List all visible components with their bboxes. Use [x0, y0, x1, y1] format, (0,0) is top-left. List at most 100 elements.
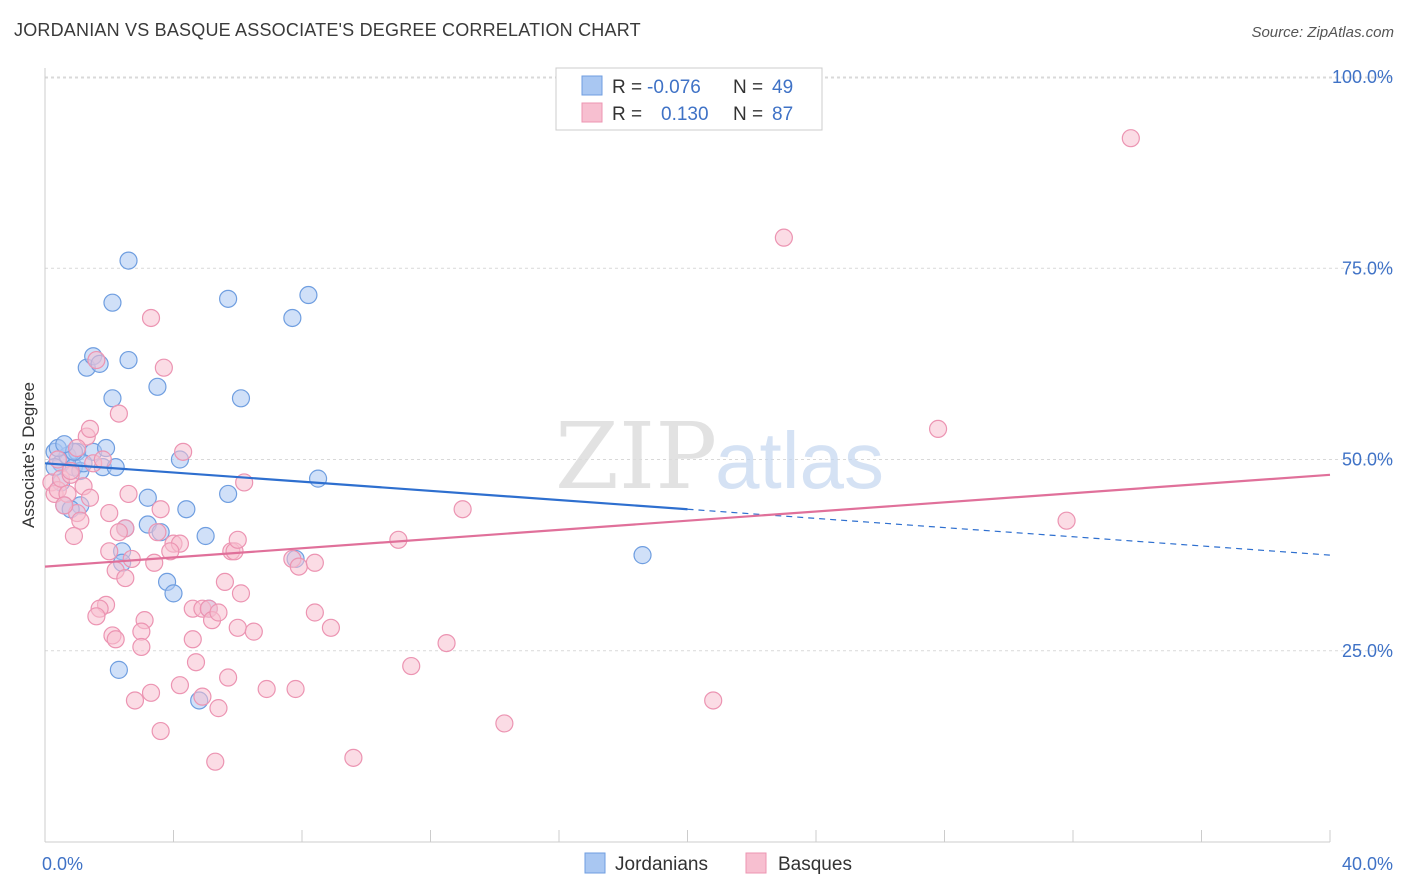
basque-point-61: [289, 557, 308, 576]
jordanian-point-18: [231, 389, 251, 408]
basque-point-46: [228, 530, 247, 549]
x-tick-label-0: 0.0%: [42, 854, 83, 874]
basque-point-14: [141, 308, 161, 328]
source-label: Source: ZipAtlas.com: [1251, 24, 1394, 41]
basque-point-48: [244, 622, 263, 641]
basque-point-69: [453, 500, 472, 519]
basque-point-85: [61, 461, 80, 481]
basque-point-54: [170, 676, 190, 695]
basque-point-19: [100, 503, 119, 523]
y-tick-label-0: 25.0%: [1342, 641, 1393, 661]
y-tick-label-2: 75.0%: [1342, 258, 1393, 278]
basque-point-78: [68, 438, 87, 458]
basque-point-86: [93, 450, 112, 469]
basque-point-42: [215, 572, 234, 592]
trend-line-basques: [44, 473, 1331, 568]
jordanian-point-36: [633, 546, 652, 565]
watermark-atlas: atlas: [715, 416, 884, 505]
jordanian-point-22: [308, 469, 328, 488]
basque-point-83: [80, 488, 100, 507]
legend-n-value-jordanians: 49: [772, 77, 793, 98]
basque-point-81: [209, 603, 228, 622]
jordanian-point-16: [148, 377, 167, 396]
basque-point-53: [209, 699, 228, 718]
watermark: ZIP atlas: [555, 403, 884, 510]
basque-point-18: [119, 484, 138, 504]
basque-point-32: [132, 637, 151, 657]
basque-point-58: [206, 752, 225, 771]
legend-r-value-jordanians: -0.076: [647, 77, 701, 98]
basque-point-34: [145, 553, 164, 572]
basque-point-27: [87, 607, 106, 626]
legend-n-label-jordanians: N =: [733, 77, 768, 98]
jordanian-point-33: [164, 584, 183, 603]
bottom-swatch-jordanians: [584, 852, 606, 874]
axes: [44, 68, 1331, 843]
legend-r-label-jordanians: R =: [612, 77, 647, 98]
basque-point-13: [109, 404, 128, 423]
bottom-legend-basques: Basques: [778, 854, 852, 875]
basque-point-51: [219, 668, 238, 687]
basque-point-59: [257, 679, 276, 699]
trend-line-jordanians: [44, 462, 688, 511]
basque-point-35: [151, 500, 170, 519]
basque-point-22: [100, 542, 119, 561]
basque-point-8: [64, 526, 84, 546]
basque-point-10: [80, 419, 100, 438]
basque-point-33: [148, 523, 167, 542]
basque-point-71: [704, 691, 723, 710]
basque-point-49: [183, 630, 202, 649]
x-tick-label-1: 40.0%: [1342, 854, 1393, 874]
basque-point-56: [125, 691, 145, 710]
basque-point-16: [174, 442, 193, 461]
basque-point-75: [1121, 129, 1140, 148]
basque-point-21: [109, 523, 128, 542]
jordanian-point-19: [283, 308, 302, 328]
basque-point-70: [495, 714, 514, 733]
basque-point-67: [402, 656, 421, 676]
jordanian-point-13: [119, 350, 138, 370]
basque-point-7: [71, 511, 90, 530]
trend-line-extension-jordanians: [687, 508, 1331, 556]
basque-point-12: [87, 350, 106, 370]
tick-labels: 25.0% 50.0% 75.0% 100.0% 0.0% 40.0%: [42, 67, 1393, 874]
basque-point-80: [161, 542, 180, 561]
y-axis-label: Associate's Degree: [19, 382, 38, 528]
basque-point-77: [55, 496, 74, 515]
legend-swatch-jordanians: [581, 75, 603, 96]
basque-point-57: [151, 721, 170, 741]
basque-point-63: [305, 603, 324, 622]
legend-r-value-basques: 0.130: [661, 104, 709, 125]
basque-point-15: [154, 358, 173, 377]
basques-points: [42, 129, 1140, 771]
jordanian-point-23: [138, 488, 157, 507]
series-legend: Jordanians Basques: [584, 852, 852, 875]
basque-point-68: [437, 633, 456, 653]
basque-point-52: [193, 687, 212, 706]
basque-point-73: [928, 419, 948, 438]
basque-point-24: [116, 568, 135, 588]
bottom-swatch-basques: [745, 852, 767, 874]
basque-point-65: [344, 748, 363, 767]
basque-point-62: [305, 553, 324, 572]
watermark-zip: ZIP: [555, 403, 717, 510]
jordanian-point-17: [219, 289, 238, 308]
jordanian-point-12: [103, 389, 122, 408]
basque-point-50: [186, 653, 206, 672]
basque-point-31: [132, 622, 151, 641]
basque-point-66: [389, 530, 408, 549]
trend-lines: [44, 462, 1331, 568]
legend-n-value-basques: 87: [772, 104, 793, 125]
stats-legend: R = -0.076 N = 49 R = 0.130 N = 87: [555, 67, 823, 131]
chart-title: JORDANIAN VS BASQUE ASSOCIATE'S DEGREE C…: [14, 20, 641, 40]
basque-point-55: [141, 683, 161, 702]
basque-point-47: [228, 618, 247, 637]
basque-point-72: [774, 228, 793, 247]
y-tick-label-1: 50.0%: [1342, 450, 1393, 470]
jordanian-point-25: [219, 484, 238, 504]
jordanian-point-20: [299, 285, 318, 305]
jordanian-point-29: [196, 526, 215, 546]
jordanian-point-14: [103, 293, 122, 312]
grid-lines: [45, 76, 1392, 652]
